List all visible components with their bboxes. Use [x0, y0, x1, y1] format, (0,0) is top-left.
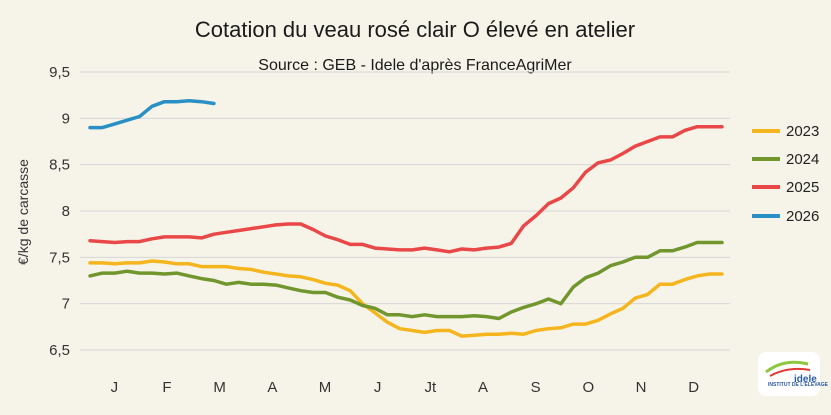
logo-label: idele [794, 374, 817, 385]
x-tick-label: O [582, 379, 594, 396]
x-tick-label: D [688, 379, 699, 396]
x-tick-label: S [531, 379, 541, 396]
series-lines [88, 98, 724, 338]
legend-label: 2025 [786, 179, 819, 196]
gridlines [80, 71, 730, 351]
y-tick-label: 8 [62, 203, 70, 220]
y-tick-label: 6,5 [49, 342, 70, 359]
x-tick-label: A [478, 379, 488, 396]
y-axis-label: €/kg de carcasse [15, 159, 31, 265]
x-axis-ticks: J F M A M J Jt A S O N D [111, 379, 700, 396]
legend-label: 2026 [786, 208, 819, 225]
logo-swoosh-green [765, 360, 809, 374]
series-line-2023 [88, 259, 724, 338]
series-line-2024 [88, 240, 724, 321]
series-line-2026 [88, 98, 216, 130]
legend-label: 2024 [786, 151, 819, 168]
x-tick-label: J [374, 379, 382, 396]
legend-label: 2023 [786, 123, 819, 140]
y-tick-label: 8,5 [49, 157, 70, 174]
x-tick-label: M [213, 379, 226, 396]
y-tick-label: 7,5 [49, 249, 70, 266]
x-tick-label: J [111, 379, 119, 396]
x-tick-label: M [319, 379, 332, 396]
x-tick-label: A [267, 379, 277, 396]
series-line-2025 [88, 124, 724, 254]
logo-swoosh-red [769, 367, 811, 377]
chart-title: Cotation du veau rosé clair O élevé en a… [195, 17, 635, 42]
x-tick-label: Jt [424, 379, 437, 396]
idele-logo: INSTITUT DE L'ÉLEVAGE idele [758, 352, 829, 396]
logo-sublabel: INSTITUT DE L'ÉLEVAGE [768, 380, 829, 388]
y-tick-label: 7 [62, 296, 70, 313]
chart-subtitle: Source : GEB - Idele d'après FranceAgriM… [258, 57, 572, 74]
x-tick-label: F [162, 379, 171, 396]
y-tick-label: 9 [62, 110, 70, 127]
x-tick-label: N [636, 379, 647, 396]
y-axis-ticks: 6,5 7 7,5 8 8,5 9 9,5 [49, 64, 70, 359]
y-tick-label: 9,5 [49, 64, 70, 81]
legend: 2023 2024 2025 2026 [752, 123, 819, 225]
